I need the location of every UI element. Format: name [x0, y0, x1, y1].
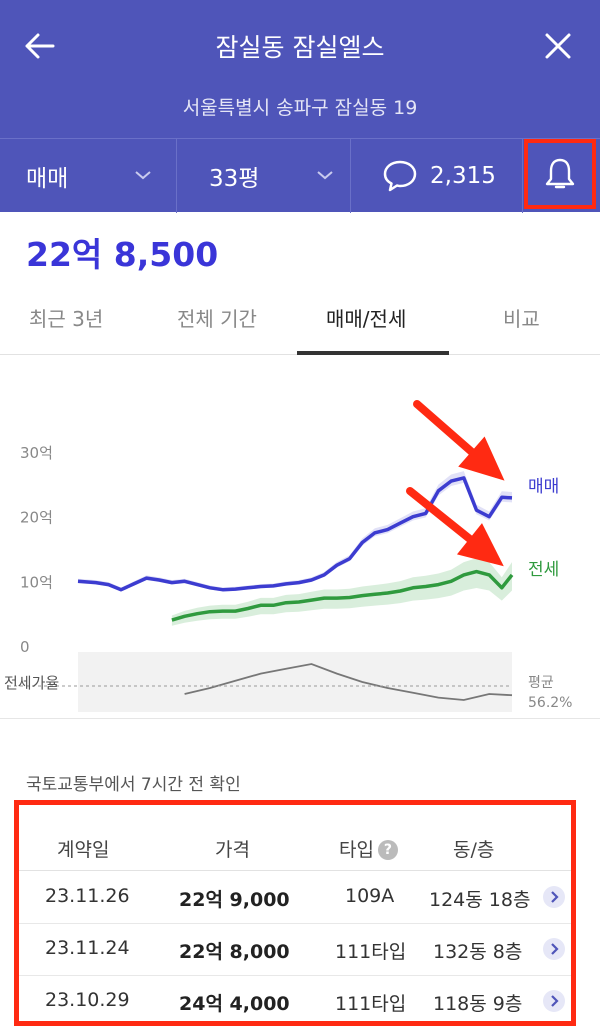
ratio-band-background	[78, 652, 512, 712]
tab-all-period[interactable]: 전체 기간	[177, 307, 257, 331]
table-row[interactable]: 23.10.29 24억 4,000 111타입 118동 9층	[19, 976, 571, 1028]
row-type: 111타입	[335, 993, 407, 1015]
y-tick-label: 30억	[20, 444, 53, 462]
row-type: 109A	[345, 885, 395, 907]
app-header: 잠실동 잠실엘스 서울특별시 송파구 잠실동 19 매매 33평 2,315	[0, 0, 600, 213]
row-date: 23.11.26	[45, 885, 130, 907]
ratio-line	[184, 663, 513, 701]
header-type: 타입?	[339, 835, 398, 862]
trade-type-label: 매매	[26, 166, 69, 192]
tab-compare[interactable]: 비교	[503, 307, 540, 331]
ratio-average-label: 평균	[528, 675, 554, 691]
row-date: 23.10.29	[45, 989, 130, 1011]
ratio-average-value: 56.2%	[528, 695, 572, 711]
header-unit: 동/층	[453, 839, 495, 861]
active-tab-indicator	[297, 351, 449, 355]
close-icon	[545, 33, 571, 59]
header-contract-date: 계약일	[57, 839, 110, 861]
area-select[interactable]: 33평	[209, 139, 349, 213]
area-label: 33평	[209, 166, 260, 192]
chevron-right-icon	[551, 891, 559, 903]
source-note: 국토교통부에서 7시간 전 확인	[26, 775, 241, 795]
close-button[interactable]	[538, 26, 578, 66]
comment-count: 2,315	[430, 163, 496, 189]
y-tick-label: 20억	[20, 509, 53, 527]
table-row[interactable]: 23.11.26 22억 9,000 109A 124동 18층	[19, 872, 571, 924]
notification-bell-button[interactable]	[524, 139, 596, 209]
back-button[interactable]	[20, 26, 60, 66]
type-help-icon[interactable]: ?	[377, 840, 398, 860]
chart-divider	[0, 718, 600, 719]
series-line-jeonse	[171, 569, 514, 622]
row-detail-button[interactable]	[543, 938, 565, 960]
row-price: 22억 9,000	[179, 889, 290, 911]
row-detail-button[interactable]	[543, 886, 565, 908]
y-tick-label: 10억	[20, 573, 53, 591]
header-type-label: 타입	[339, 839, 374, 861]
y-tick-label: 0	[20, 638, 30, 656]
comment-icon	[383, 160, 417, 192]
header-price: 가격	[215, 839, 250, 861]
row-type: 111타입	[335, 941, 407, 963]
chevron-right-icon	[551, 943, 559, 955]
ratio-label: 전세가율	[4, 674, 59, 692]
trade-type-select[interactable]: 매매	[26, 139, 176, 213]
page-title: 잠실동 잠실엘스	[215, 33, 385, 62]
series-label-jeonse: 전세	[528, 560, 559, 580]
transaction-table: 계약일 가격 타입? 동/층 23.11.26 22억 9,000 109A 1…	[14, 800, 576, 1026]
chevron-right-icon	[551, 995, 559, 1007]
filter-divider	[350, 139, 351, 213]
filter-divider	[522, 139, 523, 213]
chevron-down-icon	[135, 171, 151, 180]
period-tabs: 최근 3년 전체 기간 매매/전세 비교	[0, 285, 600, 355]
bell-icon	[545, 158, 575, 189]
annotation-arrow-head	[458, 436, 505, 481]
annotation-arrow-head	[456, 523, 504, 567]
series-range-band	[171, 558, 512, 626]
chevron-down-icon	[317, 171, 333, 180]
price-chart-svg: 30억20억10억0200820102012201420162018202020…	[4, 400, 572, 752]
row-unit: 132동 8층	[433, 941, 523, 963]
table-header: 계약일 가격 타입? 동/층	[19, 805, 571, 871]
series-label-sale: 매매	[528, 477, 559, 497]
row-price: 24억 4,000	[179, 993, 290, 1015]
table-row[interactable]: 23.11.24 22억 8,000 111타입 132동 8층	[19, 924, 571, 976]
tab-sale-jeonse[interactable]: 매매/전세	[326, 307, 407, 331]
filter-bar: 매매 33평 2,315	[0, 138, 600, 213]
current-price: 22억 8,500	[26, 235, 219, 274]
comments-button[interactable]: 2,315	[382, 139, 522, 213]
row-detail-button[interactable]	[543, 990, 565, 1012]
series-line-sale	[77, 476, 513, 592]
filter-divider	[176, 139, 177, 213]
back-arrow-icon	[25, 33, 55, 59]
tab-recent-3-years[interactable]: 최근 3년	[29, 307, 104, 331]
row-unit: 124동 18층	[429, 889, 531, 911]
row-price: 22억 8,000	[179, 941, 290, 963]
price-chart[interactable]: 30억20억10억0200820102012201420162018202020…	[0, 356, 600, 752]
row-date: 23.11.24	[45, 937, 130, 959]
address-subtitle: 서울특별시 송파구 잠실동 19	[182, 97, 418, 119]
row-unit: 118동 9층	[433, 993, 523, 1015]
